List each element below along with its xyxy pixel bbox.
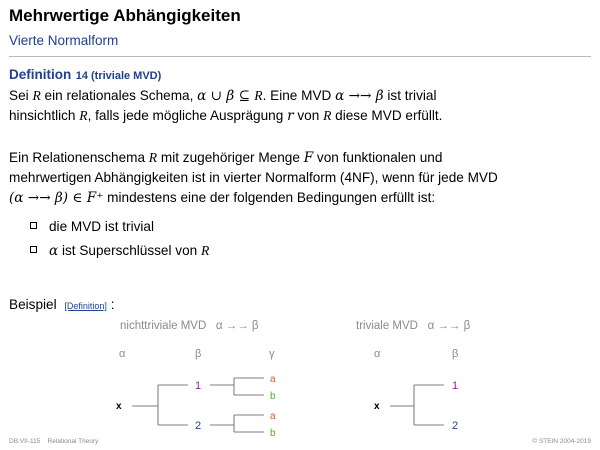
example-heading: Beispiel [Definition] :: [9, 297, 115, 312]
column-header-alpha: α: [374, 348, 381, 360]
header-divider: [9, 56, 591, 57]
fourth-nf-line-2: mehrwertigen Abhängigkeiten ist in viert…: [9, 170, 498, 185]
math-mvd: α →→ β: [335, 88, 384, 104]
fourth-nf-line-1: Ein Relationenschema R mit zugehöriger M…: [9, 150, 443, 166]
definition-number: 14 (triviale MVD): [75, 70, 162, 82]
footer-left: DB:VII-115 Relational Theory: [9, 438, 99, 445]
definition-label: Definition: [9, 67, 72, 82]
math-F: F: [303, 150, 314, 166]
beta-value-1: 1: [195, 380, 201, 392]
page-subtitle: Vierte Normalform: [9, 33, 119, 48]
column-header-alpha: α: [119, 348, 126, 360]
gamma-value-a: a: [270, 374, 276, 385]
beta-value-2: 2: [195, 420, 201, 432]
left-diagram-caption: nichttriviale MVD α →→ β: [120, 320, 259, 332]
definition-heading: Definition 14 (triviale MVD): [9, 66, 161, 84]
square-bullet-icon: [30, 222, 37, 229]
tree-root-x: x: [116, 401, 122, 412]
right-diagram-caption: triviale MVD α →→ β: [356, 320, 471, 332]
column-header-beta: β: [195, 348, 201, 360]
column-header-gamma: γ: [269, 348, 275, 360]
column-header-beta: β: [452, 348, 458, 360]
fourth-nf-text: Ein Relationenschema R mit zugehöriger M…: [9, 148, 594, 208]
definition-text: Sei R ein relationales Schema, α ∪ β ⊆ R…: [9, 86, 594, 126]
gamma-value-b: b: [270, 428, 276, 439]
beta-value-2: 2: [452, 420, 458, 432]
definition-link[interactable]: [Definition]: [64, 301, 107, 311]
gamma-value-a: a: [270, 411, 276, 422]
footer-right: © STEIN 2004-2019: [532, 438, 591, 445]
condition-item-1: die MVD ist trivial: [30, 219, 154, 234]
math-r: r: [287, 108, 294, 124]
math-alpha-union-beta: α ∪ β ⊆: [197, 88, 255, 104]
definition-line-1: Sei R ein relationales Schema, α ∪ β ⊆ R…: [9, 88, 437, 104]
fourth-nf-line-3: (α →→ β) ∈ F⁺ mindestens eine der folgen…: [9, 190, 436, 206]
definition-line-2: hinsichtlich R, falls jede mögliche Ausp…: [9, 108, 443, 124]
condition-item-2: α ist Superschlüssel von R: [30, 243, 209, 259]
tree-root-x: x: [374, 401, 380, 412]
square-bullet-icon: [30, 246, 37, 253]
math-mvd-in-closure: (α →→ β) ∈ F⁺: [9, 190, 104, 206]
tree-edges-left: [132, 377, 264, 433]
gamma-value-b: b: [270, 391, 276, 402]
tree-edges-right: [390, 384, 444, 426]
beta-value-1: 1: [452, 380, 458, 392]
nontrivial-mvd-diagram: α β γ x 1 2 a b a b α β x 1 2: [116, 348, 458, 439]
page-title: Mehrwertige Abhängigkeiten: [9, 6, 241, 25]
schema-symbol: R: [32, 88, 41, 103]
